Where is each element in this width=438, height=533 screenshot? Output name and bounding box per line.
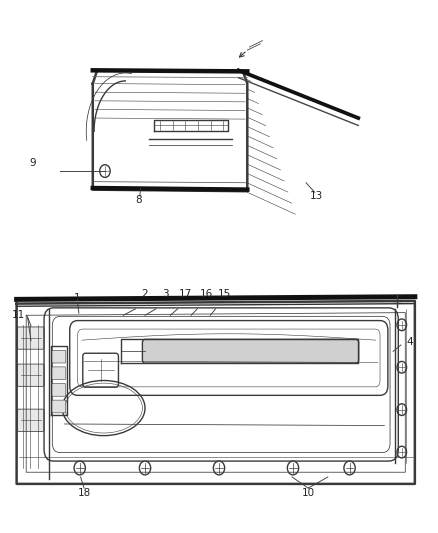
Text: 2: 2 — [142, 289, 148, 299]
Text: 17: 17 — [179, 289, 193, 299]
FancyBboxPatch shape — [52, 384, 66, 396]
Text: 9: 9 — [29, 158, 36, 168]
FancyBboxPatch shape — [52, 400, 66, 413]
Circle shape — [397, 361, 406, 373]
Text: 15: 15 — [218, 289, 231, 299]
Text: 1: 1 — [74, 293, 81, 303]
Circle shape — [397, 319, 406, 330]
FancyBboxPatch shape — [52, 367, 66, 379]
Text: 18: 18 — [78, 488, 91, 498]
Circle shape — [213, 461, 225, 475]
FancyBboxPatch shape — [18, 409, 44, 431]
Text: 13: 13 — [310, 191, 324, 201]
FancyBboxPatch shape — [18, 364, 44, 386]
Text: 3: 3 — [162, 289, 168, 299]
Text: 16: 16 — [199, 289, 212, 299]
Text: 10: 10 — [302, 488, 315, 498]
Circle shape — [100, 165, 110, 177]
Text: 8: 8 — [136, 195, 142, 205]
FancyBboxPatch shape — [142, 340, 359, 363]
Circle shape — [397, 446, 406, 458]
Circle shape — [397, 404, 406, 416]
Circle shape — [74, 461, 85, 475]
Text: 4: 4 — [406, 337, 413, 347]
Text: 11: 11 — [12, 310, 25, 320]
Circle shape — [139, 461, 151, 475]
Circle shape — [344, 461, 355, 475]
Circle shape — [287, 461, 299, 475]
FancyBboxPatch shape — [52, 350, 66, 363]
FancyBboxPatch shape — [18, 327, 44, 349]
